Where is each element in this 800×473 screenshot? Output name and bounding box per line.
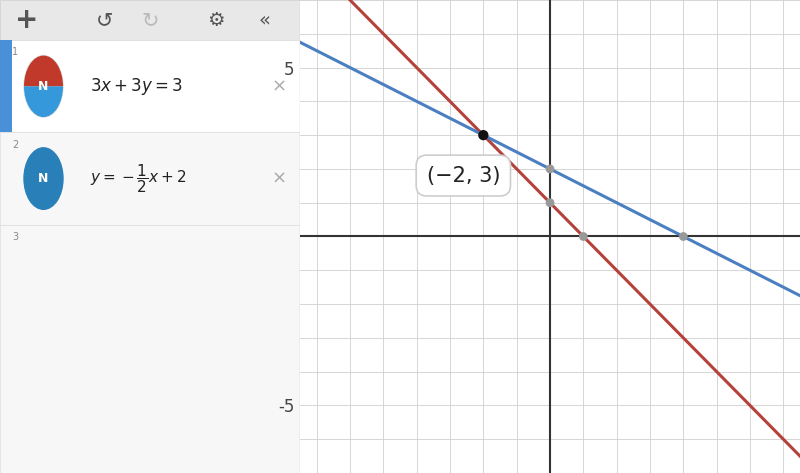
FancyBboxPatch shape (0, 40, 12, 132)
Text: $y = -\dfrac{1}{2}x + 2$: $y = -\dfrac{1}{2}x + 2$ (90, 162, 186, 195)
Point (577, 233, 590, 240)
Wedge shape (24, 86, 63, 117)
Text: 1: 1 (12, 47, 18, 57)
Text: ↻: ↻ (142, 10, 158, 30)
FancyBboxPatch shape (0, 40, 300, 132)
Point (677, 233, 690, 240)
Text: 2: 2 (12, 140, 18, 149)
Circle shape (24, 56, 63, 117)
Point (544, 165, 557, 173)
Text: N: N (38, 80, 49, 93)
FancyBboxPatch shape (0, 0, 300, 40)
Text: «: « (258, 10, 270, 30)
Point (544, 199, 557, 207)
Text: N: N (38, 172, 49, 185)
Text: +: + (15, 6, 38, 34)
Text: $3x + 3y = 3$: $3x + 3y = 3$ (90, 76, 183, 97)
Wedge shape (24, 56, 63, 86)
Text: ↺: ↺ (96, 10, 114, 30)
Text: ×: × (271, 169, 286, 188)
Point (477, 131, 490, 139)
FancyBboxPatch shape (0, 225, 300, 473)
Text: 3: 3 (12, 232, 18, 242)
Text: ⚙: ⚙ (207, 10, 225, 30)
FancyBboxPatch shape (0, 132, 300, 225)
Circle shape (24, 148, 63, 210)
Text: ×: × (271, 77, 286, 96)
Text: (−2, 3): (−2, 3) (426, 166, 500, 185)
